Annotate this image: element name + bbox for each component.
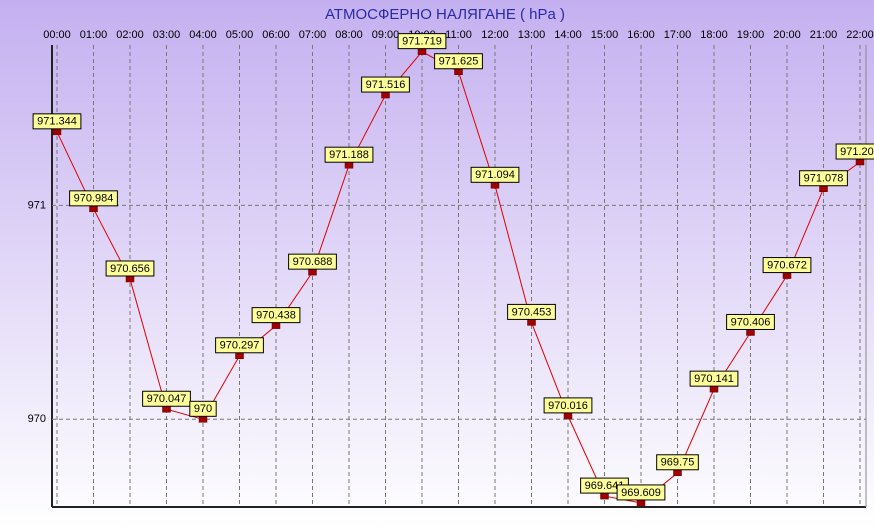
x-tick-label: 00:00 — [43, 29, 71, 41]
point-marker — [709, 385, 719, 393]
point-marker — [527, 319, 536, 326]
data-label-box — [470, 166, 520, 183]
data-label-box — [142, 390, 191, 407]
data-label-box — [397, 33, 447, 50]
data-label: 971.203 — [840, 146, 874, 158]
x-tick-label: 16:00 — [627, 29, 655, 41]
x-tick-label: 15:00 — [591, 29, 619, 41]
data-label: 970.453 — [512, 306, 552, 318]
data-label: 971.344 — [37, 116, 77, 128]
data-label-box — [616, 484, 666, 501]
point-marker — [89, 205, 98, 213]
point-marker — [417, 48, 427, 55]
data-label-box — [361, 76, 410, 93]
data-label-box — [543, 397, 593, 414]
x-tick-label: 03:00 — [153, 29, 181, 41]
data-label-box — [726, 313, 775, 330]
point-marker — [490, 182, 500, 189]
data-label: 969.609 — [621, 487, 661, 499]
x-tick-label: 20:00 — [773, 29, 801, 41]
x-tick-label: 17:00 — [664, 29, 692, 41]
data-label-box — [762, 257, 812, 274]
point-marker — [344, 161, 354, 169]
data-label: 971.625 — [439, 56, 479, 68]
data-label: 970.688 — [293, 256, 333, 268]
x-tick-label: 07:00 — [299, 29, 327, 41]
x-tick-label: 06:00 — [262, 29, 290, 41]
x-tick-label: 12:00 — [481, 29, 509, 41]
data-label: 970.016 — [548, 400, 588, 412]
point-marker — [819, 185, 828, 192]
x-tick-label: 22:00 — [846, 29, 874, 41]
data-label-box — [324, 146, 374, 163]
point-marker — [271, 322, 281, 329]
point-marker — [746, 329, 755, 336]
data-label: 970.672 — [767, 259, 807, 271]
x-tick-label: 01:00 — [80, 29, 108, 41]
x-tick-label: 19:00 — [737, 29, 765, 41]
x-tick-label: 11:00 — [445, 29, 472, 41]
data-label: 971.188 — [329, 149, 369, 161]
data-label-box — [215, 337, 264, 354]
point-marker — [308, 268, 317, 276]
x-tick-label: 02:00 — [116, 29, 144, 41]
x-tick-label: 18:00 — [700, 29, 728, 41]
data-label: 970.438 — [256, 310, 296, 322]
data-label-box — [835, 143, 874, 160]
point-marker — [636, 499, 646, 507]
data-label: 970 — [194, 403, 212, 415]
x-tick-label: 05:00 — [226, 29, 254, 41]
data-label: 969.641 — [585, 480, 625, 492]
point-marker — [125, 275, 135, 283]
data-label-box — [189, 400, 217, 417]
x-tick-label: 04:00 — [189, 29, 217, 41]
point-marker — [162, 406, 171, 413]
data-label-box — [656, 454, 699, 471]
point-marker — [52, 128, 62, 136]
data-label: 970.656 — [110, 263, 150, 275]
data-label: 970.406 — [731, 316, 771, 328]
x-tick-label: 09:00 — [372, 29, 400, 41]
data-label: 969.75 — [661, 457, 695, 469]
chart-title: АТМОСФЕРНО НАЛЯГАНЕ ( hPa ) — [325, 6, 565, 23]
data-label-box — [288, 253, 337, 270]
data-label-box — [799, 170, 848, 187]
point-marker — [855, 158, 865, 166]
data-label: 971.078 — [804, 173, 844, 185]
x-tick-label: 08:00 — [335, 29, 363, 41]
point-marker — [782, 272, 792, 279]
data-label-box — [434, 53, 483, 70]
data-label: 970.984 — [74, 193, 114, 205]
data-label: 970.047 — [147, 393, 187, 405]
data-label: 971.094 — [475, 169, 515, 181]
data-label-box — [69, 190, 118, 207]
data-label: 970.141 — [694, 373, 734, 385]
point-marker — [454, 68, 463, 75]
x-tick-label: 21:00 — [810, 29, 838, 41]
y-tick-label: 970 — [28, 413, 46, 425]
point-marker — [673, 469, 682, 477]
data-label-box — [32, 113, 82, 130]
data-label: 971.719 — [402, 36, 442, 48]
x-tick-label: 13:00 — [518, 29, 546, 41]
data-label-box — [689, 370, 739, 387]
data-label: 970.297 — [220, 340, 260, 352]
point-marker — [381, 91, 390, 99]
x-tick-label: 14:00 — [554, 29, 582, 41]
point-marker — [235, 352, 244, 360]
data-label-box — [251, 307, 301, 324]
point-marker — [600, 492, 609, 500]
point-marker — [198, 416, 208, 423]
data-label-box — [105, 260, 155, 277]
y-tick-label: 971 — [28, 199, 46, 211]
data-label: 971.516 — [366, 79, 406, 91]
point-marker — [563, 412, 573, 420]
data-label-box — [507, 303, 556, 320]
